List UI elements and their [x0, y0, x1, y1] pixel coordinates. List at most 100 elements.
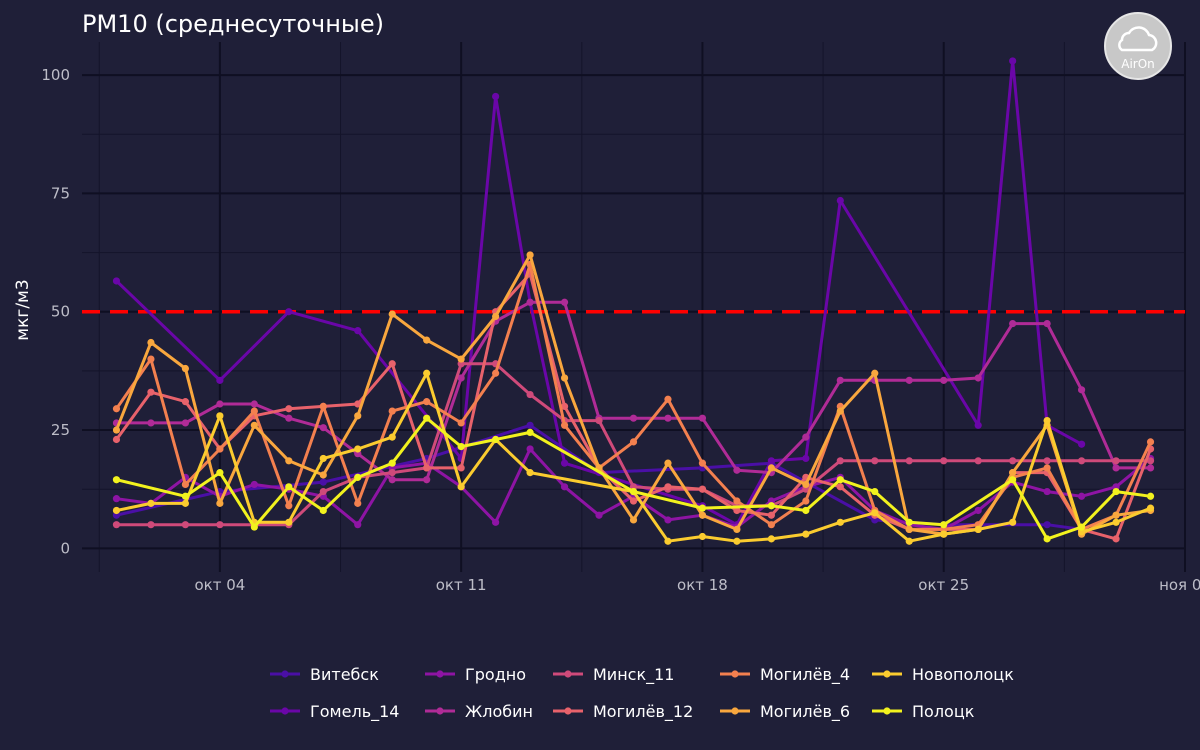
data-point — [457, 483, 465, 491]
data-point — [974, 525, 982, 534]
legend-item: Минск_11 — [553, 665, 674, 685]
legend-label: Гродно — [465, 665, 526, 684]
data-point — [767, 535, 775, 543]
data-point — [388, 476, 396, 484]
data-point — [629, 487, 638, 496]
data-point — [423, 464, 431, 472]
data-point — [1146, 438, 1155, 446]
data-point — [1043, 487, 1051, 496]
legend-item: Могилёв_12 — [553, 702, 693, 722]
x-tick-label: окт 18 — [677, 576, 728, 594]
series-layer — [112, 57, 1155, 545]
data-point — [940, 376, 948, 384]
legend-label: Жлобин — [465, 702, 533, 721]
data-point — [1077, 440, 1086, 448]
data-point — [836, 196, 844, 205]
data-point — [285, 405, 293, 413]
data-point — [147, 521, 155, 529]
data-point — [871, 509, 879, 517]
data-point — [1112, 464, 1120, 472]
data-point — [767, 502, 775, 510]
data-point — [250, 407, 258, 415]
data-point — [698, 414, 707, 422]
legend-label: Могилёв_6 — [760, 702, 850, 722]
data-point — [388, 459, 396, 467]
legend-item: Новополоцк — [872, 665, 1014, 684]
data-point — [905, 537, 913, 545]
data-point — [423, 336, 431, 344]
data-point — [767, 511, 775, 519]
data-point — [1146, 457, 1155, 465]
data-point — [1077, 386, 1086, 394]
data-point — [457, 442, 465, 451]
data-point — [1077, 523, 1086, 531]
data-point — [664, 516, 672, 524]
data-point — [905, 518, 913, 526]
data-point — [1112, 457, 1120, 465]
legend-label: Полоцк — [912, 702, 975, 721]
data-point — [250, 400, 258, 408]
data-point — [1009, 469, 1017, 477]
data-point — [629, 497, 638, 505]
data-point — [319, 454, 327, 463]
data-point — [905, 376, 913, 384]
data-point — [147, 388, 155, 396]
data-point — [112, 435, 121, 444]
data-point — [112, 495, 121, 503]
data-point — [836, 518, 844, 526]
data-point — [388, 407, 396, 415]
data-point — [836, 407, 844, 415]
data-point — [974, 457, 982, 465]
data-point — [250, 523, 258, 531]
data-point — [940, 457, 948, 465]
data-point — [526, 251, 534, 259]
data-point — [181, 398, 190, 406]
data-point — [802, 530, 810, 538]
data-point — [836, 483, 844, 491]
data-point — [492, 312, 500, 321]
data-point — [181, 480, 190, 489]
legend-item: Гродно — [425, 665, 526, 684]
data-point — [698, 532, 707, 541]
data-point — [802, 433, 810, 441]
data-point — [595, 511, 603, 519]
legend: Витебск Гомель_14 Гродно Жлобин Минск_11 Моги… — [270, 665, 1014, 722]
y-tick-label: 50 — [51, 303, 70, 321]
data-point — [216, 445, 224, 453]
data-point — [629, 516, 638, 524]
logo-circle — [1104, 12, 1172, 80]
data-point — [1043, 319, 1051, 328]
data-point — [147, 419, 155, 427]
logo-text: AirOn — [1121, 57, 1155, 71]
data-point — [181, 492, 190, 500]
data-point — [1112, 487, 1120, 496]
data-point — [457, 464, 465, 472]
data-point — [112, 476, 121, 484]
data-point — [216, 499, 224, 507]
data-point — [1009, 457, 1017, 465]
legend-item: Гомель_14 — [270, 702, 399, 722]
data-point — [388, 310, 396, 318]
legend-item: Могилёв_6 — [720, 702, 850, 722]
data-point — [1146, 464, 1155, 472]
legend-key-dot — [564, 707, 572, 715]
data-point — [285, 518, 293, 526]
data-point — [940, 521, 948, 529]
data-point — [733, 466, 741, 474]
data-point — [216, 376, 224, 384]
data-point — [112, 405, 121, 413]
legend-item: Витебск — [270, 665, 379, 684]
data-point — [492, 369, 500, 377]
data-point — [698, 459, 707, 467]
data-point — [1043, 457, 1051, 465]
data-point — [319, 487, 327, 496]
legend-label: Новополоцк — [912, 665, 1014, 684]
y-tick-label: 75 — [51, 184, 70, 202]
data-point — [285, 483, 293, 491]
data-point — [733, 525, 741, 534]
legend-label: Минск_11 — [593, 665, 674, 685]
data-point — [1009, 57, 1017, 65]
data-point — [319, 506, 327, 515]
data-point — [664, 459, 672, 467]
legend-key-dot — [436, 670, 444, 678]
